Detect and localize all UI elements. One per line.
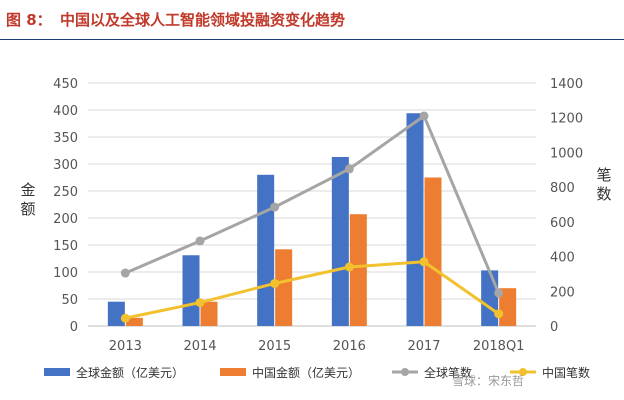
y2-tick-label: 600 bbox=[550, 216, 575, 231]
y2-tick-label: 400 bbox=[550, 251, 575, 266]
point-global-count bbox=[419, 111, 429, 121]
line-global-count bbox=[124, 114, 501, 294]
legend-label: 全球金额（亿美元） bbox=[76, 365, 184, 380]
bar-china-amount bbox=[200, 301, 218, 326]
point-china-count bbox=[494, 309, 504, 319]
legend-label: 中国金额（亿美元） bbox=[252, 365, 360, 380]
tick-labels: 0 50 100 150 200 250 300 350 400 450 0 200 400 600 800… bbox=[53, 77, 583, 354]
x-tick-label: 2018Q1 bbox=[473, 339, 525, 354]
x-tick-label: 2014 bbox=[183, 339, 216, 354]
bar-global-amount bbox=[481, 270, 499, 326]
legend-marker bbox=[401, 368, 409, 376]
y-tick-label: 200 bbox=[53, 212, 78, 227]
bar-global-amount bbox=[257, 174, 275, 326]
y-tick-label: 0 bbox=[70, 320, 78, 335]
gridlines bbox=[88, 82, 536, 327]
point-china-count bbox=[270, 278, 280, 288]
bar-global-amount bbox=[331, 156, 349, 326]
x-tick-label: 2016 bbox=[333, 339, 366, 354]
legend-swatch bbox=[220, 368, 246, 376]
watermark-text: 雪球：宋东哲 bbox=[452, 373, 524, 388]
point-global-count bbox=[120, 268, 130, 278]
bar-china-amount bbox=[275, 249, 293, 326]
combo-chart: 0 50 100 150 200 250 300 350 400 450 0 200 400 600 800… bbox=[20, 77, 611, 388]
point-global-count bbox=[270, 202, 280, 212]
legend-label: 中国笔数 bbox=[542, 365, 590, 380]
y-tick-label: 450 bbox=[53, 77, 78, 92]
point-china-count bbox=[120, 313, 130, 323]
figure-label: 图 8： bbox=[6, 11, 52, 29]
figure-title: 中国以及全球人工智能领域投融资变化趋势 bbox=[60, 11, 346, 29]
x-tick-label: 2013 bbox=[109, 339, 142, 354]
axis-label-char: 数 bbox=[596, 185, 611, 203]
x-tick-label: 2017 bbox=[407, 339, 440, 354]
bar-global-amount bbox=[182, 255, 200, 326]
axis-label-char: 额 bbox=[20, 200, 35, 218]
bar-china-amount bbox=[349, 214, 367, 326]
y-tick-label: 50 bbox=[61, 293, 78, 308]
x-tick-label: 2015 bbox=[258, 339, 291, 354]
y-tick-label: 400 bbox=[53, 104, 78, 119]
y-tick-label: 150 bbox=[53, 239, 78, 254]
bar-china-amount bbox=[424, 177, 442, 326]
y2-tick-label: 800 bbox=[550, 181, 575, 196]
y2-tick-label: 200 bbox=[550, 285, 575, 300]
y2-axis-label: 笔数 bbox=[596, 166, 611, 203]
point-china-count bbox=[344, 262, 354, 272]
legend-swatch bbox=[44, 368, 70, 376]
bar-china-amount bbox=[499, 288, 517, 326]
point-china-count bbox=[195, 298, 205, 308]
axis-label-char: 笔 bbox=[596, 166, 611, 184]
legend: 全球金额（亿美元） 中国金额（亿美元） 全球笔数 中国笔数 bbox=[44, 365, 590, 380]
y-tick-label: 250 bbox=[53, 185, 78, 200]
y2-tick-label: 1200 bbox=[550, 112, 583, 127]
legend-label: 全球笔数 bbox=[424, 365, 472, 380]
y-tick-label: 300 bbox=[53, 158, 78, 173]
lines bbox=[120, 111, 504, 323]
y2-tick-label: 1400 bbox=[550, 77, 583, 92]
point-global-count bbox=[344, 164, 354, 174]
bar-global-amount bbox=[107, 301, 125, 326]
bar-global-amount bbox=[406, 113, 424, 327]
y2-tick-label: 0 bbox=[550, 320, 558, 335]
axis-label-char: 金 bbox=[20, 181, 35, 199]
legend-marker bbox=[519, 368, 527, 376]
bar-china-amount bbox=[125, 317, 143, 326]
bars bbox=[107, 113, 517, 327]
y2-tick-label: 1000 bbox=[550, 146, 583, 161]
y-tick-label: 350 bbox=[53, 131, 78, 146]
point-global-count bbox=[195, 236, 205, 246]
y-axis-label: 金额 bbox=[20, 181, 35, 218]
point-global-count bbox=[494, 288, 504, 298]
point-china-count bbox=[419, 257, 429, 267]
line-china-count bbox=[125, 260, 500, 320]
y-tick-label: 100 bbox=[53, 266, 78, 281]
figure-title-bar: 图 8： 中国以及全球人工智能领域投融资变化趋势 bbox=[0, 0, 624, 40]
chart-area: 0 50 100 150 200 250 300 350 400 450 0 200 400 600 800… bbox=[0, 40, 624, 400]
